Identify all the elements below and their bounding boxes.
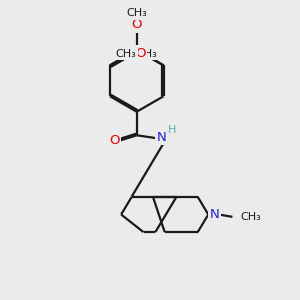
Text: N: N: [157, 130, 167, 143]
Text: O: O: [135, 47, 146, 60]
Text: N: N: [209, 208, 219, 221]
Text: H: H: [168, 125, 176, 135]
Text: CH₃: CH₃: [126, 8, 147, 18]
Text: O: O: [109, 134, 120, 147]
Text: O: O: [128, 47, 139, 60]
Text: CH₃: CH₃: [241, 212, 261, 222]
Text: CH₃: CH₃: [136, 49, 157, 58]
Text: O: O: [131, 18, 142, 32]
Text: CH₃: CH₃: [116, 49, 136, 58]
